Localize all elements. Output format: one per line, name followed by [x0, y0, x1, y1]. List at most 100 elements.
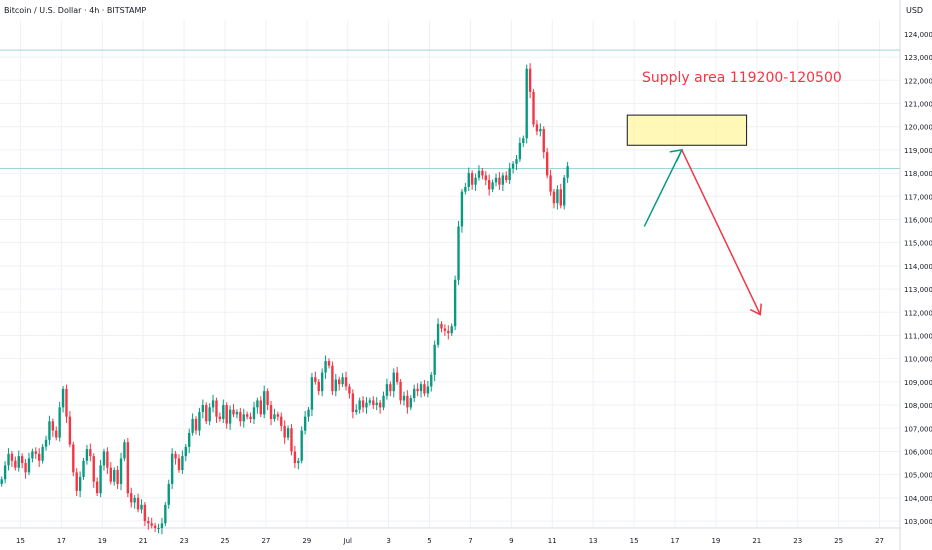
supply-area-annotation: Supply area 119200-120500 — [642, 70, 842, 86]
candle-body — [10, 453, 14, 461]
y-tick-label: 115,000 — [904, 240, 932, 248]
x-tick-label: 25 — [221, 537, 230, 545]
y-tick-label: 110,000 — [904, 356, 932, 364]
candle-body — [102, 451, 106, 466]
supply-zone-box — [626, 114, 748, 146]
y-tick-label: 118,000 — [904, 170, 932, 178]
candle-body — [174, 453, 177, 459]
candle-body — [409, 398, 412, 408]
x-tick-label: 9 — [509, 537, 513, 545]
y-tick-label: 114,000 — [904, 263, 932, 271]
x-tick-label: 17 — [671, 537, 680, 545]
candle-body — [508, 168, 511, 181]
arrowhead-down — [749, 303, 762, 316]
candle-body — [532, 91, 535, 125]
candle-body — [498, 177, 501, 185]
candle-body — [406, 395, 409, 408]
candle-body — [494, 177, 498, 183]
candle-body — [20, 456, 24, 464]
candle-body — [436, 323, 440, 345]
candle-body — [44, 439, 48, 447]
candle-body — [460, 191, 464, 227]
y-tick-label: 104,000 — [904, 495, 932, 503]
candle-body — [280, 416, 283, 426]
candle-body — [297, 460, 300, 464]
candle-body — [256, 400, 259, 408]
candle-body — [188, 432, 191, 447]
candle-body — [307, 409, 310, 417]
candle-body — [392, 372, 395, 392]
y-tick-label: 124,000 — [904, 31, 932, 39]
y-tick-label: 111,000 — [904, 332, 932, 340]
y-tick-label: 112,000 — [904, 309, 932, 317]
candle-body — [378, 402, 382, 408]
candle-body — [92, 456, 95, 482]
x-tick-label: 23 — [180, 537, 189, 545]
candle-body — [58, 407, 61, 438]
candle-body — [549, 175, 552, 192]
candle-body — [327, 360, 331, 366]
candle-body — [170, 453, 174, 484]
candle-body — [556, 189, 559, 204]
candle-body — [215, 400, 218, 417]
candle-body — [34, 451, 37, 454]
y-tick-label: 113,000 — [904, 286, 932, 294]
candle-body — [539, 129, 542, 132]
candle-body — [522, 138, 525, 143]
candle-body — [7, 453, 10, 466]
candle-body — [559, 189, 562, 206]
projection-up-arrow — [643, 149, 683, 227]
x-tick-label: 19 — [711, 537, 720, 545]
candle-body — [232, 409, 235, 415]
candle-body — [228, 409, 232, 424]
candle-body — [95, 481, 99, 494]
chart-header: Bitcoin / U.S. Dollar · 4h · BITSTAMP — [4, 6, 147, 15]
candle-body — [75, 472, 78, 491]
arrowhead-up — [669, 148, 684, 162]
candle-body — [338, 379, 341, 385]
candle-body — [194, 418, 198, 431]
candle-body — [31, 451, 34, 459]
candle-body — [344, 377, 348, 387]
candle-body — [68, 416, 72, 445]
candle-body — [119, 458, 123, 484]
x-tick-label: 5 — [427, 537, 431, 545]
candle-body — [48, 421, 51, 440]
candle-body — [566, 166, 569, 178]
x-tick-label: 25 — [834, 537, 843, 545]
candle-body — [375, 402, 378, 406]
candle-body — [245, 414, 249, 417]
candle-body — [273, 414, 276, 419]
candle-body — [331, 365, 334, 392]
candle-body — [447, 330, 450, 334]
candle-body — [72, 444, 75, 473]
x-tick-label: 11 — [548, 537, 557, 545]
candle-body — [239, 412, 242, 422]
candle-body — [252, 407, 256, 419]
candle-body — [167, 483, 170, 505]
candle-body — [249, 416, 252, 419]
candle-body — [310, 377, 314, 410]
candle-body — [399, 381, 402, 401]
candle-body — [259, 400, 262, 415]
candle-body — [324, 360, 327, 373]
candle-body — [440, 323, 443, 329]
x-tick-label: 17 — [57, 537, 66, 545]
candle-body — [303, 416, 307, 431]
candle-body — [140, 504, 143, 510]
x-tick-label: 13 — [589, 537, 598, 545]
candle-body — [130, 493, 133, 503]
y-tick-label: 121,000 — [904, 101, 932, 109]
candle-body — [320, 372, 324, 392]
candle-body — [518, 142, 522, 160]
candle-body — [358, 400, 361, 410]
candle-body — [351, 393, 355, 413]
candle-body — [208, 407, 211, 422]
candle-body — [416, 388, 419, 392]
candle-body — [276, 414, 280, 417]
candle-body — [123, 442, 126, 459]
candle-body — [433, 344, 436, 375]
candle-body — [201, 405, 205, 413]
candle-body — [27, 458, 31, 473]
